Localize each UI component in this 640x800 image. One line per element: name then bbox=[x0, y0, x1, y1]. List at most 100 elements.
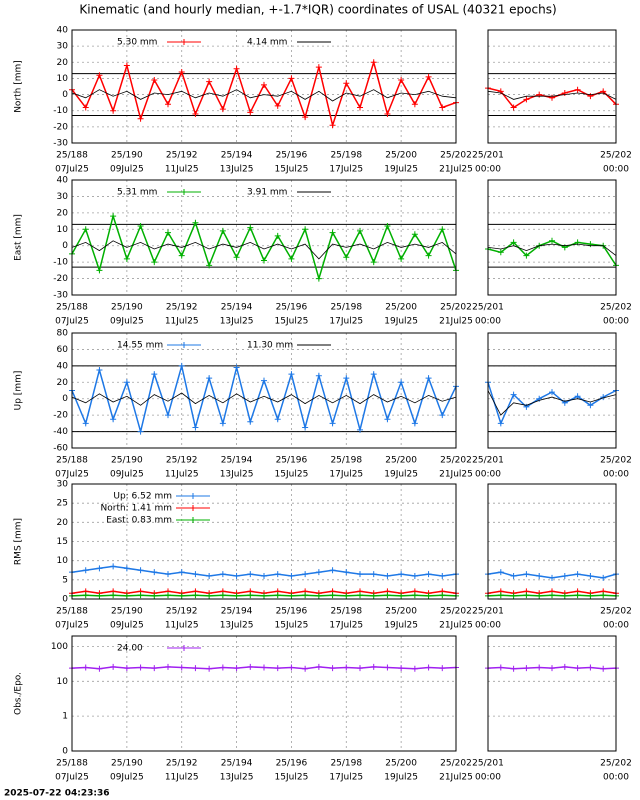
x-tick-label: 25/202 bbox=[440, 759, 472, 769]
plot-frame bbox=[487, 332, 617, 449]
x-tick-label: 25/192 bbox=[166, 456, 198, 466]
point-marker bbox=[261, 257, 267, 264]
y-tick-label: 60 bbox=[57, 345, 69, 355]
x-tick-sublabel: 13Jul25 bbox=[220, 621, 254, 631]
x-tick-sublabel: 17Jul25 bbox=[329, 317, 363, 327]
point-marker bbox=[561, 592, 568, 599]
point-marker bbox=[315, 372, 322, 379]
legend-marker bbox=[181, 342, 187, 348]
x-tick-sublabel: 19Jul25 bbox=[384, 773, 418, 783]
plot-frame bbox=[71, 635, 457, 752]
y-tick-label: 100 bbox=[51, 642, 68, 652]
y-tick-label: 0 bbox=[62, 90, 68, 100]
point-marker bbox=[288, 255, 295, 262]
point-marker bbox=[247, 109, 254, 116]
point-marker bbox=[274, 592, 281, 599]
x-tick-label: 25/201 bbox=[472, 303, 504, 313]
point-marker bbox=[288, 75, 295, 82]
point-marker bbox=[497, 420, 504, 427]
x-tick-label: 25/202 bbox=[600, 607, 632, 617]
x-tick-sublabel: 15Jul25 bbox=[275, 165, 309, 175]
point-marker bbox=[302, 571, 309, 578]
legend-label: 3.91 mm bbox=[247, 188, 287, 198]
point-marker bbox=[261, 573, 267, 579]
x-tick-sublabel: 09Jul25 bbox=[110, 317, 144, 327]
point-marker bbox=[302, 665, 309, 672]
y-tick-label: 0 bbox=[62, 747, 68, 757]
x-tick-label: 25/200 bbox=[385, 759, 417, 769]
x-tick-label: 25/192 bbox=[166, 151, 198, 161]
x-tick-label: 25/198 bbox=[330, 759, 362, 769]
y-tick-label: -60 bbox=[53, 444, 68, 454]
point-marker bbox=[561, 663, 568, 670]
x-tick-label: 25/200 bbox=[385, 151, 417, 161]
y-tick-label: 0 bbox=[62, 595, 68, 605]
x-tick-label: 25/192 bbox=[166, 607, 198, 617]
point-marker bbox=[137, 428, 144, 435]
y-tick-label: 40 bbox=[57, 361, 69, 371]
point-marker bbox=[574, 665, 581, 672]
point-marker bbox=[384, 223, 391, 229]
x-tick-sublabel: 15Jul25 bbox=[275, 621, 309, 631]
point-marker bbox=[123, 379, 130, 386]
y-tick-label: 20 bbox=[57, 378, 69, 388]
point-marker bbox=[123, 255, 130, 262]
point-marker bbox=[343, 569, 350, 576]
x-tick-sublabel: 17Jul25 bbox=[329, 621, 363, 631]
point-marker bbox=[274, 571, 281, 578]
y-tick-label: -20 bbox=[53, 411, 68, 421]
point-marker bbox=[384, 664, 391, 671]
y-tick-label: 20 bbox=[57, 518, 69, 528]
y-axis-label: Up [mm] bbox=[14, 371, 24, 411]
point-marker bbox=[411, 573, 418, 579]
x-tick-sublabel: 09Jul25 bbox=[110, 165, 144, 175]
point-marker bbox=[343, 254, 350, 261]
x-tick-label: 25/201 bbox=[472, 456, 504, 466]
point-marker bbox=[110, 213, 117, 220]
point-marker bbox=[219, 106, 226, 113]
x-tick-sublabel: 15Jul25 bbox=[275, 773, 309, 783]
point-marker bbox=[219, 227, 226, 234]
point-marker bbox=[549, 665, 555, 672]
point-marker bbox=[165, 663, 171, 670]
x-tick-label: 25/196 bbox=[276, 151, 308, 161]
point-marker bbox=[536, 91, 543, 98]
point-marker bbox=[523, 665, 530, 672]
point-marker bbox=[329, 420, 336, 427]
x-tick-label: 25/194 bbox=[221, 456, 253, 466]
x-tick-label: 25/198 bbox=[330, 151, 362, 161]
point-marker bbox=[82, 664, 89, 671]
legend-label: East: 0.83 mm bbox=[106, 516, 172, 526]
point-marker bbox=[343, 80, 350, 87]
point-marker bbox=[343, 375, 350, 382]
x-tick-sublabel: 21Jul25 bbox=[439, 317, 473, 327]
point-marker bbox=[370, 59, 377, 66]
y-tick-label: -30 bbox=[53, 291, 68, 301]
point-marker bbox=[357, 665, 363, 672]
point-marker bbox=[302, 114, 309, 121]
point-marker bbox=[329, 229, 336, 236]
y-tick-label: -40 bbox=[53, 427, 68, 437]
x-tick-label: 25/190 bbox=[111, 151, 143, 161]
y-tick-label: 0 bbox=[62, 394, 68, 404]
point-marker bbox=[192, 424, 199, 431]
legend-label: Up: 6.52 mm bbox=[113, 492, 172, 502]
point-marker bbox=[384, 110, 391, 117]
point-marker bbox=[587, 573, 594, 579]
point-marker bbox=[137, 223, 144, 229]
x-tick-label: 25/196 bbox=[276, 759, 308, 769]
series-line bbox=[487, 382, 617, 426]
point-marker bbox=[574, 86, 581, 93]
x-tick-sublabel: 17Jul25 bbox=[329, 165, 363, 175]
y-tick-label: -10 bbox=[53, 258, 68, 268]
point-marker bbox=[536, 592, 543, 599]
point-marker bbox=[110, 592, 117, 599]
y-tick-label: 80 bbox=[57, 329, 69, 339]
x-tick-sublabel: 07Jul25 bbox=[55, 470, 89, 480]
x-tick-label: 25/198 bbox=[330, 303, 362, 313]
point-marker bbox=[233, 573, 240, 579]
legend-marker bbox=[181, 39, 187, 45]
point-marker bbox=[329, 122, 336, 129]
x-tick-label: 25/200 bbox=[385, 303, 417, 313]
point-marker bbox=[398, 592, 405, 599]
